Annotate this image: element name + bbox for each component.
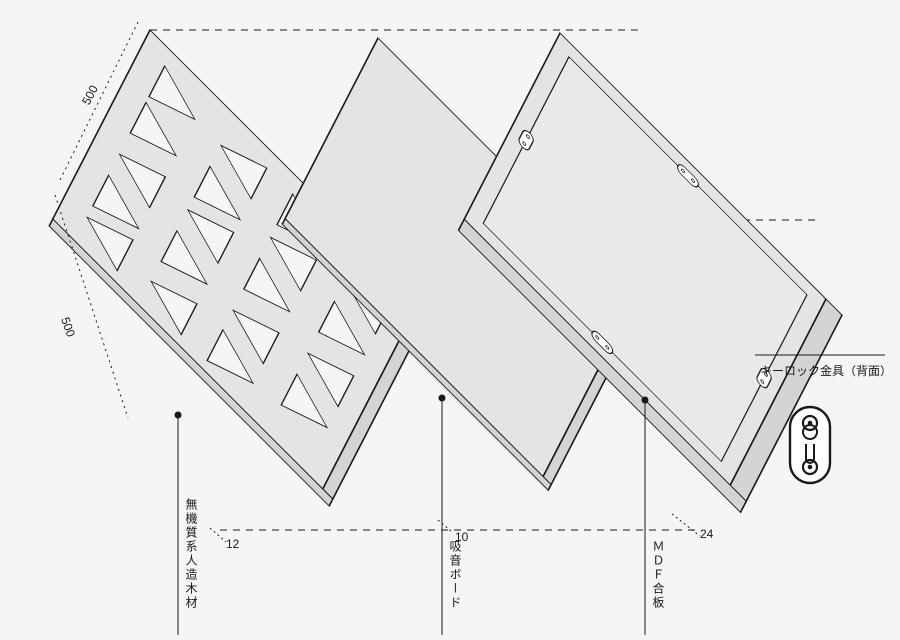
diagram-stage: 500 500 12 10 24 無機質系人造木材 吸音ボード ＭＤＦ合板 キー… <box>0 0 900 640</box>
keylock-icon <box>790 407 830 483</box>
dim-t3: 24 <box>700 527 713 541</box>
dim-t1: 12 <box>226 537 239 551</box>
label-keylock: キーロック金具（背面） <box>760 362 892 379</box>
label-panel2: 吸音ボード <box>447 540 464 610</box>
label-panel3: ＭＤＦ合板 <box>650 540 667 610</box>
label-panel1: 無機質系人造木材 <box>183 498 200 610</box>
